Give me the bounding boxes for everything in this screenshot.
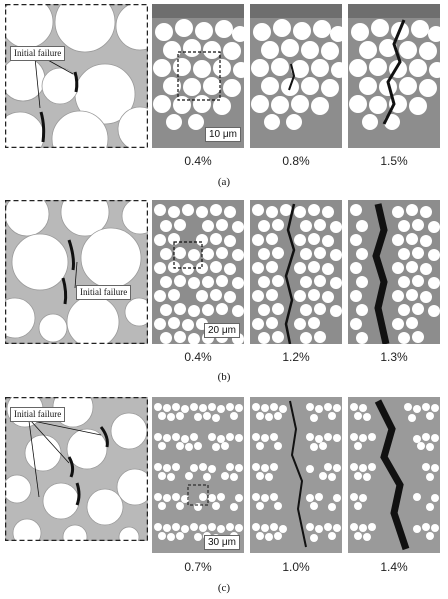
strain-label: 1.2% [282, 350, 310, 364]
strain-label: 0.7% [184, 560, 212, 574]
strain-label: 1.5% [380, 154, 408, 168]
strain-label: 1.0% [282, 560, 310, 574]
crack-mark [73, 71, 79, 93]
crack-mark [75, 482, 81, 506]
figure-caption: (a) [217, 176, 231, 188]
strain-label: 0.4% [184, 154, 212, 168]
micrograph-b3 [348, 200, 440, 344]
micrograph-a3 [348, 4, 440, 148]
crack-mark [67, 456, 75, 478]
micrograph-b1 [152, 200, 244, 344]
crack-mark [61, 277, 68, 305]
scale-bar: 20 μm [204, 323, 240, 338]
scale-bar: 30 μm [204, 535, 240, 550]
schematic-panel-b [5, 200, 148, 344]
annotation-label: Initial failure [76, 285, 132, 300]
annotation-label: Initial failure [10, 407, 66, 422]
micrograph-c3 [348, 397, 440, 553]
figure-caption: (b) [217, 371, 231, 383]
strain-label: 1.3% [380, 350, 408, 364]
strain-label: 0.8% [282, 154, 310, 168]
micrograph-a1 [152, 4, 244, 148]
crack-mark [39, 111, 46, 143]
micrograph-c1 [152, 397, 244, 553]
micrograph-a2 [250, 4, 342, 148]
strain-label: 1.4% [380, 560, 408, 574]
crack-mark [67, 239, 75, 271]
scale-bar: 10 μm [205, 127, 241, 142]
crack-mark [99, 426, 109, 448]
schematic-panel-a [5, 4, 148, 148]
strain-label: 0.4% [184, 350, 212, 364]
micrograph-b2 [250, 200, 342, 344]
micrograph-c2 [250, 397, 342, 553]
figure-caption: (c) [217, 582, 231, 594]
annotation-label: Initial failure [10, 46, 66, 61]
